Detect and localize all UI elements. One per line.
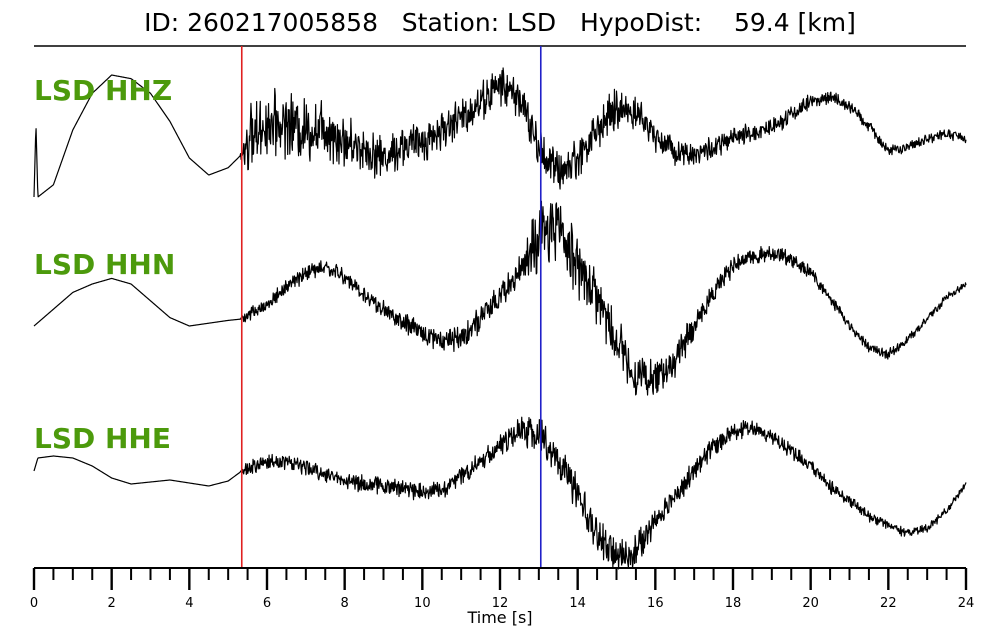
x-tick-label: 12 <box>492 596 509 611</box>
x-tick-label: 4 <box>185 596 193 611</box>
trace-line-lsd-hhe <box>33 416 967 570</box>
channel-label-lsd-hhe: LSD HHE <box>34 422 171 455</box>
x-tick-label: 6 <box>263 596 271 611</box>
x-tick-label: 8 <box>341 596 349 611</box>
channel-label-lsd-hhz: LSD HHZ <box>34 74 172 107</box>
channel-label-lsd-hhn: LSD HHN <box>34 248 175 281</box>
x-axis: 0 2 4 6 8 10 12 14 16 18 20 22 24 <box>30 567 975 611</box>
x-tick-label: 2 <box>108 596 116 611</box>
figure-title: ID: 260217005858 Station: LSD HypoDist: … <box>144 8 856 37</box>
x-axis-label: Time [s] <box>466 608 532 627</box>
trace-line-lsd-hhz <box>33 67 967 198</box>
x-tick-label: 0 <box>30 596 38 611</box>
trace-line-lsd-hhn <box>33 200 967 396</box>
x-tick-label: 14 <box>569 596 586 611</box>
trace-group <box>33 67 967 570</box>
x-tick-label: 16 <box>647 596 664 611</box>
channel-labels: LSD HHZ LSD HHN LSD HHE <box>34 74 175 455</box>
x-tick-label: 22 <box>880 596 897 611</box>
pick-lines <box>240 46 542 568</box>
x-tick-label: 10 <box>414 596 431 611</box>
x-tick-label: 24 <box>958 596 975 611</box>
x-tick-label: 18 <box>725 596 742 611</box>
x-tick-label: 20 <box>802 596 819 611</box>
